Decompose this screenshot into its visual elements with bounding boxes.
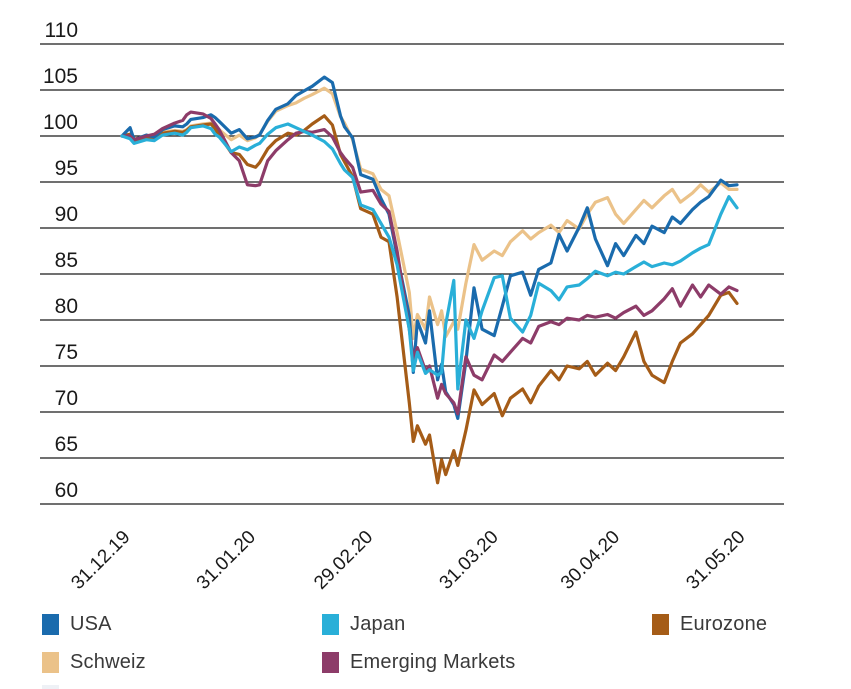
legend-swatch-schweiz [42, 652, 59, 673]
legend-label: Japan [350, 613, 406, 635]
x-tick-label-31.12.19: 31.12.19 [67, 527, 134, 594]
y-tick-label-110: 110 [45, 19, 78, 42]
y-tick-label-95: 95 [55, 157, 78, 180]
legend-swatch-usa [42, 614, 59, 635]
x-tick-label-29.02.20: 29.02.20 [310, 527, 377, 594]
performance-line-chart: 110 105 100 95 90 85 80 75 70 65 60 31.12.19 31.01.2… [40, 19, 784, 594]
y-tick-label-75: 75 [55, 341, 78, 364]
cropped-legend-swatch [42, 685, 59, 689]
series-line-usa [120, 75, 739, 420]
legend-item-usa: USA [42, 613, 112, 636]
legend-item-eurozone: Eurozone [652, 613, 767, 636]
y-tick-label-65: 65 [55, 433, 78, 456]
x-tick-label-31.05.20: 31.05.20 [682, 527, 749, 594]
x-tick-label-31.01.20: 31.01.20 [193, 527, 260, 594]
legend-label: USA [70, 613, 112, 635]
legend-swatch-japan [322, 614, 339, 635]
legend-label: Eurozone [680, 613, 768, 635]
legend-item-schweiz: Schweiz [42, 651, 146, 674]
y-tick-label-85: 85 [55, 249, 78, 272]
legend-label: Emerging Markets [350, 651, 516, 673]
y-tick-label-105: 105 [43, 65, 78, 88]
y-tick-label-60: 60 [55, 479, 78, 502]
series-line-eurozone [120, 114, 739, 485]
legend-label: Schweiz [70, 651, 146, 673]
y-tick-label-90: 90 [55, 203, 78, 226]
y-tick-label-70: 70 [55, 387, 78, 410]
legend-swatch-emerging-markets [322, 652, 339, 673]
series-line-japan [120, 122, 739, 391]
x-tick-label-31.03.20: 31.03.20 [436, 527, 503, 594]
chart-svg: 110 105 100 95 90 85 80 75 70 65 60 31.12.19 31.01.2… [40, 19, 784, 594]
y-tick-label-80: 80 [55, 295, 78, 318]
legend-swatch-eurozone [652, 614, 669, 635]
legend-item-japan: Japan [322, 613, 406, 636]
y-tick-label-100: 100 [43, 111, 78, 134]
x-tick-label-30.04.20: 30.04.20 [557, 527, 624, 594]
series-line-emerging-markets [120, 110, 739, 416]
legend-item-emerging-markets: Emerging Markets [322, 651, 515, 674]
